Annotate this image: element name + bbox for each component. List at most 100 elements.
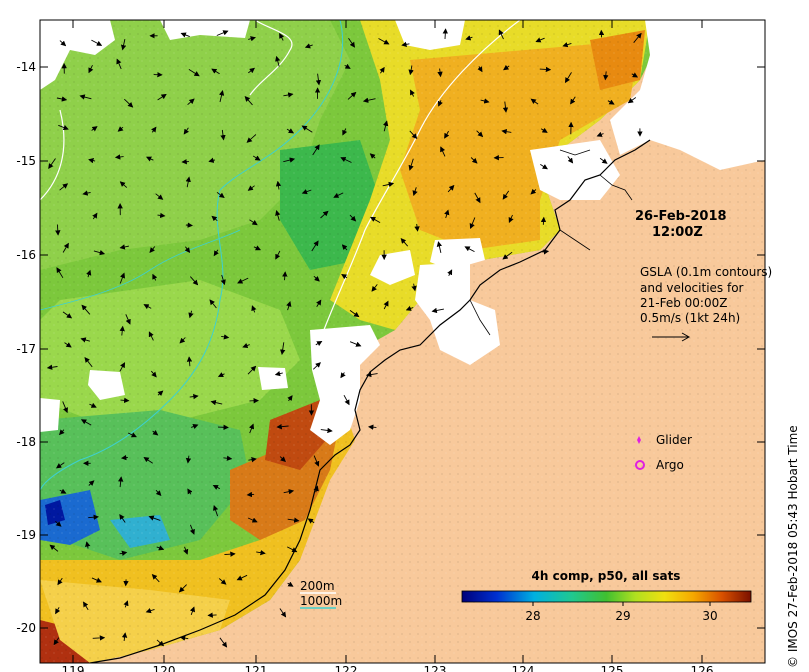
velocity-arrow [382, 181, 395, 188]
velocity-arrow [502, 190, 510, 200]
velocity-arrow [283, 489, 295, 495]
velocity-arrow [62, 242, 69, 253]
contour-200m [249, 20, 521, 421]
y-tick-label: -14 [16, 60, 36, 74]
velocity-arrow [125, 314, 131, 325]
velocity-arrow [56, 267, 64, 279]
velocity-arrow [253, 245, 262, 251]
svg-text:200m: 200m [300, 579, 335, 593]
velocity-arrow [189, 524, 195, 535]
velocity-arrow [274, 370, 283, 377]
velocity-arrow [503, 64, 510, 71]
velocity-arrow [530, 188, 537, 195]
velocity-arrow [502, 101, 509, 113]
velocity-arrow [401, 41, 410, 48]
velocity-arrow [93, 249, 106, 256]
velocity-arrow [307, 518, 315, 524]
velocity-arrow [408, 65, 414, 76]
velocity-arrow [347, 91, 357, 100]
velocity-arrow [252, 155, 261, 161]
colorbar-tick-label: 28 [525, 609, 540, 623]
velocity-arrow [383, 300, 389, 310]
velocity-arrow [312, 362, 321, 370]
velocity-arrow [121, 454, 128, 461]
velocity-arrow [371, 284, 378, 292]
velocity-arrow [287, 581, 294, 587]
velocity-arrow [562, 42, 572, 48]
velocity-arrow [465, 35, 473, 41]
y-tick-label: -19 [16, 528, 36, 542]
velocity-arrow [188, 310, 194, 319]
velocity-arrow [79, 94, 92, 100]
velocity-arrow [631, 72, 639, 78]
velocity-arrow [400, 238, 409, 247]
velocity-arrow [92, 635, 106, 641]
velocity-arrow [220, 129, 226, 141]
velocity-arrow [216, 191, 225, 199]
velocity-arrow [596, 131, 604, 137]
velocity-arrow [469, 217, 476, 230]
velocity-arrow [191, 424, 199, 430]
velocity-arrow [91, 39, 103, 46]
velocity-arrow [247, 517, 258, 523]
velocity-arrow [341, 274, 348, 280]
y-tick-label: -18 [16, 435, 36, 449]
colorbar-tick-label: 30 [702, 609, 717, 623]
velocity-arrow [55, 521, 62, 527]
velocity-arrow [444, 130, 450, 139]
velocity-arrow [180, 32, 190, 38]
map-area [40, 20, 765, 663]
date-label: 26-Feb-2018 [635, 209, 727, 224]
velocity-arrow [246, 491, 255, 498]
velocity-arrow [313, 275, 320, 282]
velocity-arrow [58, 429, 65, 436]
velocity-arrow [408, 158, 414, 171]
velocity-arrow [340, 157, 352, 163]
velocity-arrow [148, 515, 161, 521]
velocity-arrow [211, 215, 218, 222]
velocity-arrow [80, 419, 92, 426]
velocity-arrow [216, 30, 229, 36]
velocity-arrow [156, 639, 165, 647]
velocity-arrow [247, 185, 255, 191]
depth-contour-legend: 200m 1000m [300, 579, 342, 609]
velocity-arrow [189, 393, 199, 400]
velocity-arrow [378, 38, 390, 45]
velocity-arrow [119, 272, 125, 284]
velocity-arrow [150, 370, 157, 378]
velocity-arrow [320, 427, 333, 434]
velocity-arrow [320, 210, 329, 219]
velocity-arrow [189, 606, 195, 616]
velocity-arrow [301, 189, 312, 195]
velocity-arrow [151, 126, 157, 133]
svg-text:and velocities for: and velocities for [640, 281, 744, 295]
velocity-arrow [117, 126, 124, 132]
velocity-arrow [599, 157, 608, 164]
velocity-arrow [114, 154, 124, 160]
velocity-arrow [84, 356, 93, 368]
x-tick-label: 126 [691, 664, 714, 672]
velocity-arrow [315, 340, 323, 347]
velocity-arrow [343, 394, 350, 406]
velocity-arrow [248, 36, 256, 42]
velocity-arrow [89, 402, 97, 408]
velocity-arrow [221, 334, 230, 340]
velocity-arrow [540, 216, 547, 225]
velocity-arrow [370, 216, 381, 223]
velocity-arrow [349, 341, 362, 347]
gsla-info: GSLA (0.1m contours) and velocities for … [640, 265, 772, 342]
velocity-arrow [349, 214, 357, 222]
velocity-arrow [155, 489, 162, 497]
velocity-arrow [62, 311, 73, 319]
velocity-arrow [53, 637, 60, 646]
velocity-arrow [184, 246, 191, 254]
velocity-arrow [304, 43, 313, 49]
argo-legend-item: Argo [635, 458, 684, 472]
velocity-arrow [187, 488, 193, 495]
velocity-arrow [152, 273, 158, 281]
platform-legend: Glider Argo [635, 433, 692, 472]
velocity-arrow [55, 462, 65, 469]
x-tick-label: 123 [424, 664, 447, 672]
velocity-arrow [119, 244, 129, 250]
velocity-arrow [149, 246, 156, 253]
